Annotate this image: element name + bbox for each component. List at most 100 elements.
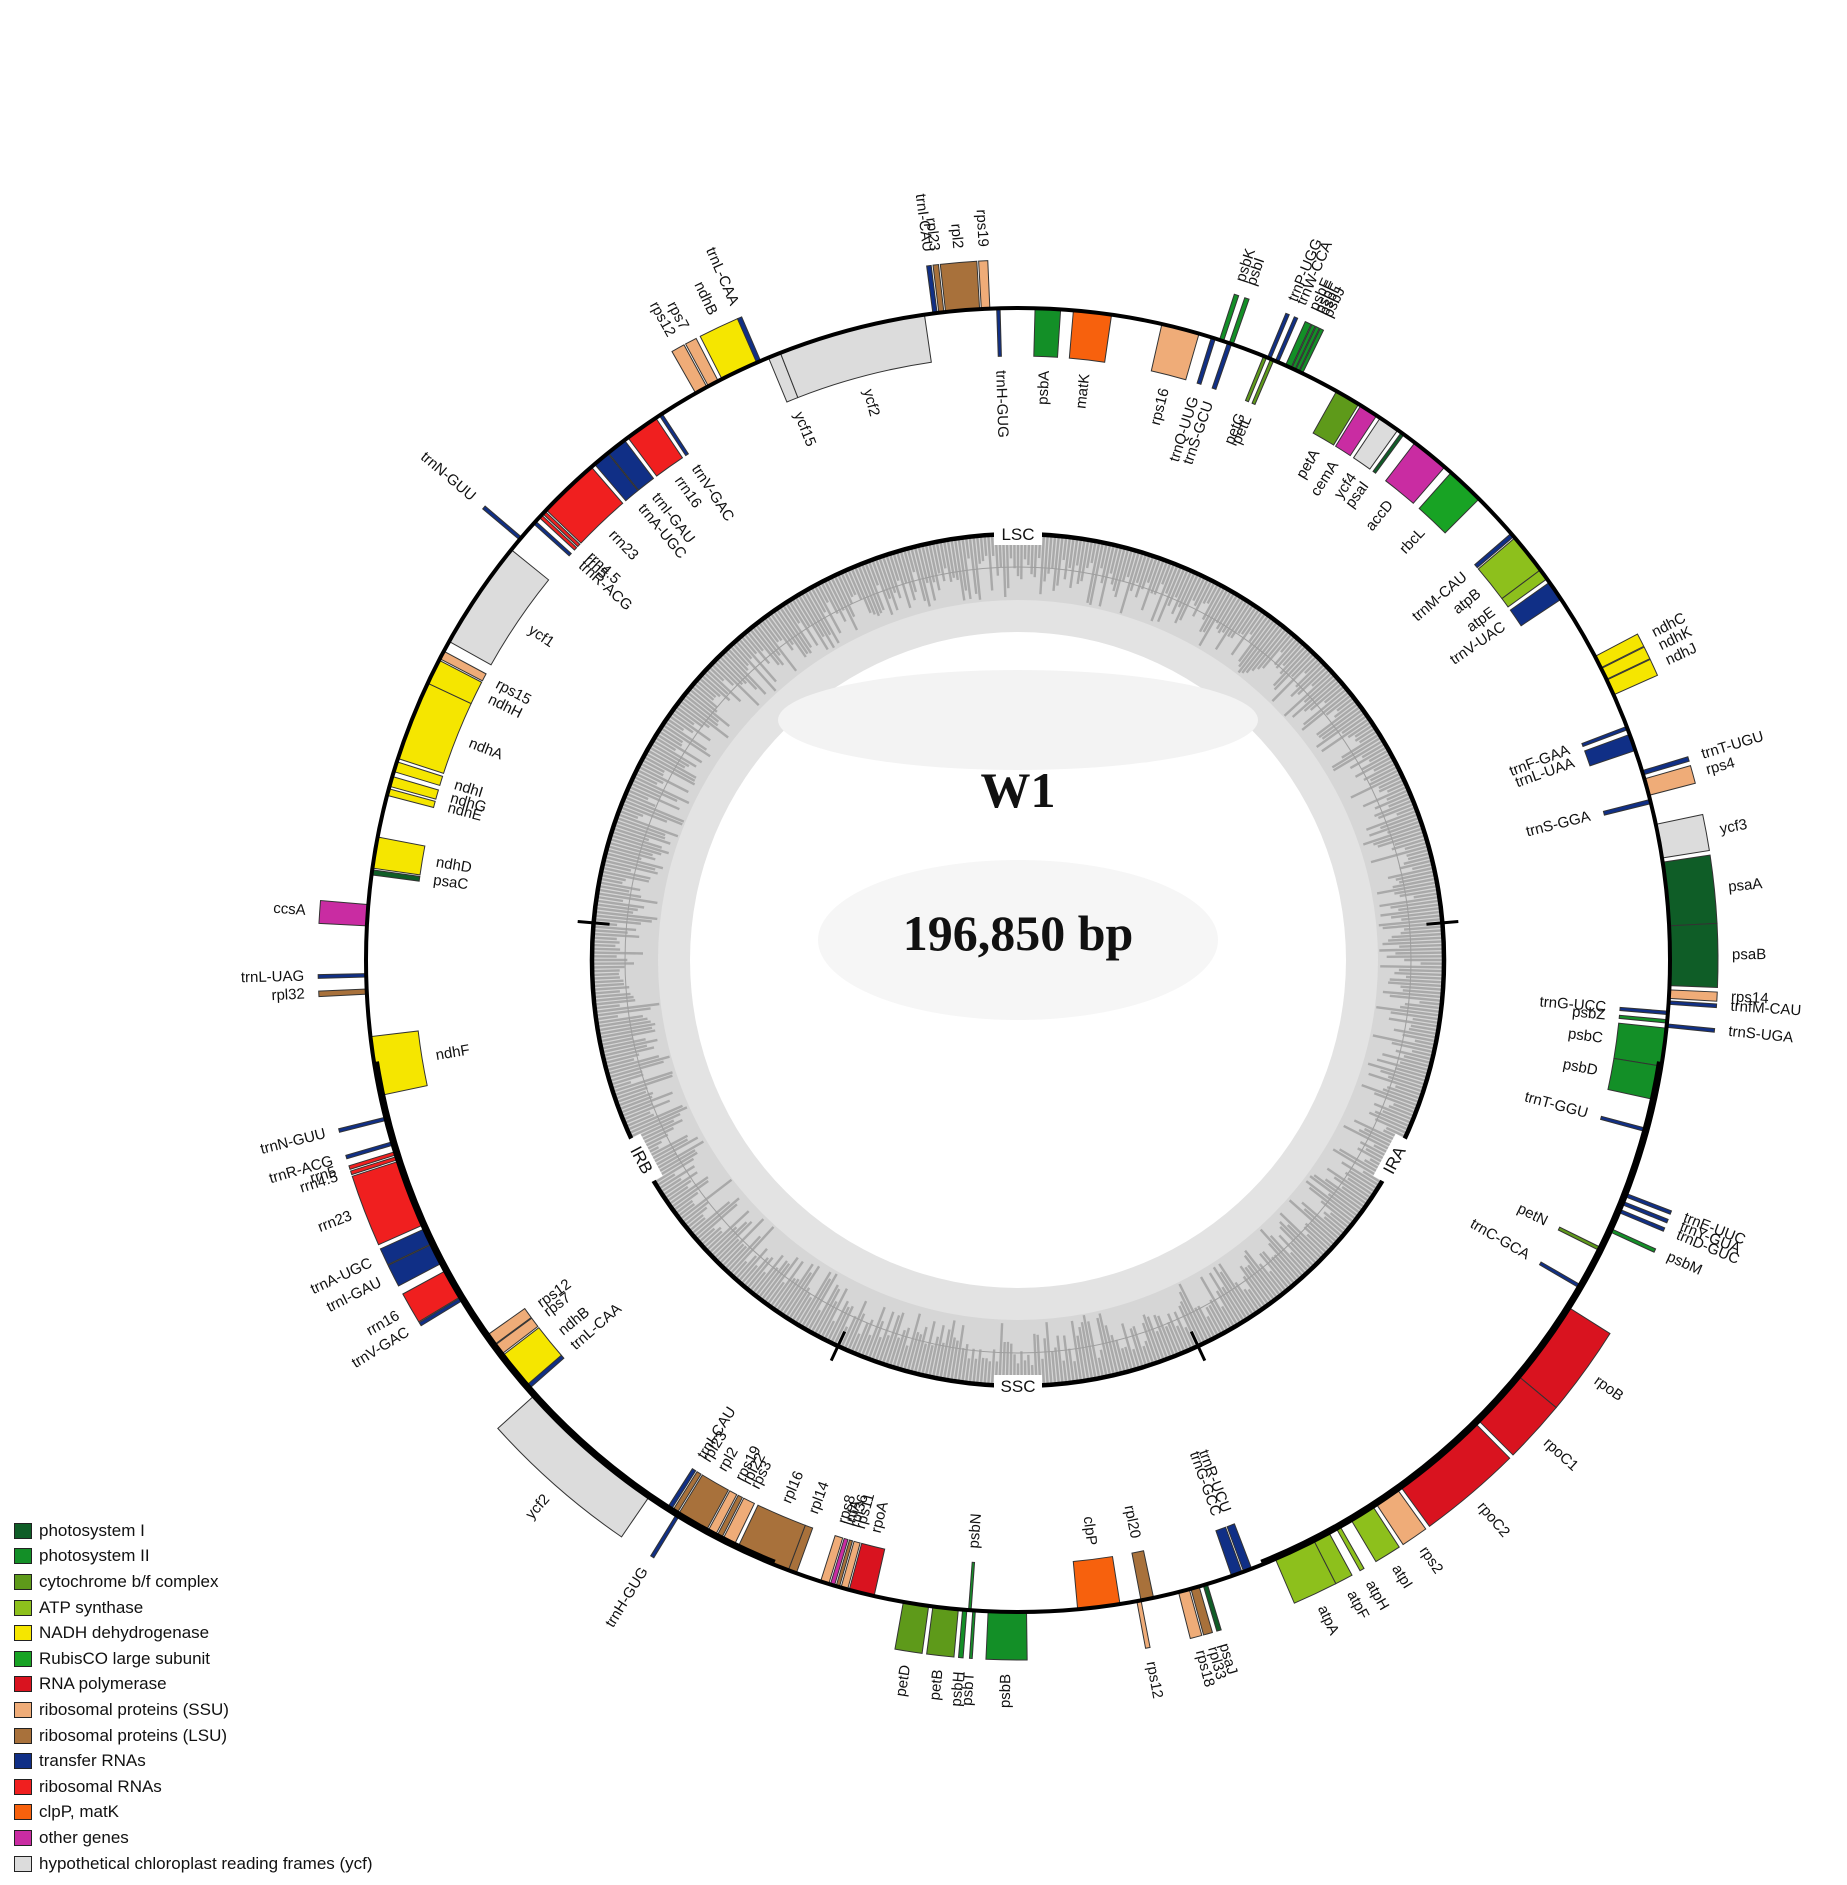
gene-label: rpoB	[1591, 1372, 1627, 1404]
gene-label: psaC	[432, 872, 469, 894]
gene-psac: psaC	[371, 869, 469, 894]
gene-block	[894, 1601, 930, 1654]
gene-label: rpl16	[779, 1469, 808, 1506]
gene-psbn: psbN	[965, 1513, 985, 1611]
gene-rps18: rps18	[1177, 1588, 1218, 1689]
gene-rpoa: rpoA	[848, 1500, 892, 1597]
gene-petd: petD	[892, 1601, 930, 1698]
gene-label: rpl2	[947, 223, 966, 249]
gene-trnv-gac: trnV-GAC	[349, 1297, 463, 1372]
legend-label: photosystem II	[39, 1546, 150, 1566]
legend-swatch	[14, 1855, 32, 1872]
region-label-bg	[994, 523, 1042, 545]
gene-label: ycf15	[790, 409, 819, 449]
gene-label: rps16	[1147, 386, 1173, 427]
legend-item: NADH dehydrogenase	[14, 1620, 373, 1646]
gene-block	[1668, 989, 1718, 1002]
gc-content-ring	[591, 533, 1445, 1387]
region-boundary-tick	[1426, 919, 1459, 926]
gene-label: rps2	[1416, 1543, 1447, 1577]
legend-swatch	[14, 1701, 32, 1718]
gene-label: petD	[892, 1664, 914, 1698]
gene-block	[482, 505, 523, 541]
gene-rpl23: rpl23	[922, 217, 945, 314]
gene-block	[985, 1610, 1028, 1661]
gene-label: psbA	[1034, 370, 1053, 405]
legend-item: transfer RNAs	[14, 1748, 373, 1774]
gene-label: atpA	[1314, 1603, 1342, 1638]
legend-item: other genes	[14, 1825, 373, 1851]
gene-block	[1136, 1599, 1151, 1649]
gene-label: trnN-GUU	[417, 448, 479, 504]
gene-matk: matK	[1068, 309, 1113, 410]
gene-block	[338, 1116, 387, 1133]
gene-block	[1602, 798, 1652, 816]
gene-psbb: psbB	[985, 1610, 1028, 1708]
legend-swatch	[14, 1548, 32, 1565]
gene-block	[939, 260, 981, 313]
legend-label: ATP synthase	[39, 1597, 144, 1617]
gene-label: ycf1	[525, 622, 557, 652]
region-boundary-tick	[829, 1330, 847, 1362]
gene-block	[1033, 307, 1062, 358]
gene-label: trnH-GUG	[992, 370, 1011, 438]
gene-label: rpoC1	[1540, 1435, 1582, 1475]
gene-trnn-guu: trnN-GUU	[417, 448, 523, 541]
gene-block	[957, 1609, 968, 1659]
legend-label: cytochrome b/f complex	[39, 1571, 219, 1591]
gene-block	[1072, 1555, 1121, 1610]
gene-label: trnT-GGU	[1523, 1088, 1590, 1121]
gene-label: psbB	[997, 1674, 1015, 1708]
legend-label: ribosomal proteins (SSU)	[39, 1699, 229, 1719]
legend-swatch	[14, 1625, 32, 1642]
region-label-ssc: SSC	[994, 1375, 1042, 1397]
gene-label: psbN	[965, 1513, 985, 1549]
gene-label: psbT	[959, 1672, 978, 1706]
gene-label: ndhD	[435, 854, 473, 877]
center-highlight	[818, 860, 1218, 1020]
gene-trnfm-cau: trnfM-CAU	[1667, 998, 1802, 1019]
gene-block	[926, 1605, 959, 1658]
gene-rpl2: rpl2	[939, 223, 981, 313]
gene-label: psaA	[1727, 875, 1763, 895]
legend-item: photosystem II	[14, 1544, 373, 1570]
gene-block	[1599, 1115, 1649, 1133]
genome-title: W1	[981, 762, 1056, 818]
gene-label: psbM	[1664, 1248, 1704, 1279]
gene-label: matK	[1072, 373, 1093, 410]
gene-label: trnL-UAG	[241, 968, 305, 986]
gene-block	[1619, 1006, 1669, 1016]
region-label-bg	[620, 1133, 663, 1187]
legend-item: ribosomal proteins (SSU)	[14, 1697, 373, 1723]
legend-label: hypothetical chloroplast reading frames …	[39, 1853, 373, 1873]
gene-block	[650, 1514, 680, 1559]
gene-psab: psaB	[1668, 922, 1766, 989]
gene-ycf2: ycf2	[497, 1395, 650, 1538]
legend-label: transfer RNAs	[39, 1751, 146, 1771]
gene-label: psbH	[948, 1671, 968, 1707]
gene-psba: psbA	[1033, 307, 1062, 405]
gene-label: rps12	[1143, 1660, 1167, 1700]
gene-block	[1068, 309, 1113, 363]
gene-label: ccsA	[273, 900, 307, 919]
gene-trnh-gug: trnH-GUG	[992, 307, 1011, 438]
gene-label: psbZ	[1571, 1003, 1606, 1023]
gene-label: ndhB	[691, 279, 721, 318]
legend-swatch	[14, 1650, 32, 1667]
gene-block	[318, 988, 368, 998]
gene-trnt-ugu: trnT-UGU	[1641, 728, 1766, 776]
gene-psbd: psbD	[1561, 1056, 1662, 1101]
region-label-text: LSC	[1001, 525, 1034, 544]
gene-rpl33: rpl33	[1190, 1585, 1230, 1681]
region-label-bg	[994, 1375, 1042, 1397]
gene-rps8: rps8	[819, 1493, 859, 1585]
center-highlight	[778, 670, 1258, 770]
gene-trng-ucc: trnG-UCC	[1539, 993, 1669, 1016]
legend-swatch	[14, 1573, 32, 1590]
legend-swatch	[14, 1522, 32, 1539]
gene-block	[1538, 1261, 1584, 1290]
gene-label: rbcL	[1396, 525, 1428, 558]
legend-item: ribosomal RNAs	[14, 1774, 373, 1800]
legend: photosystem I photosystem II cytochrome b/…	[14, 1518, 373, 1876]
